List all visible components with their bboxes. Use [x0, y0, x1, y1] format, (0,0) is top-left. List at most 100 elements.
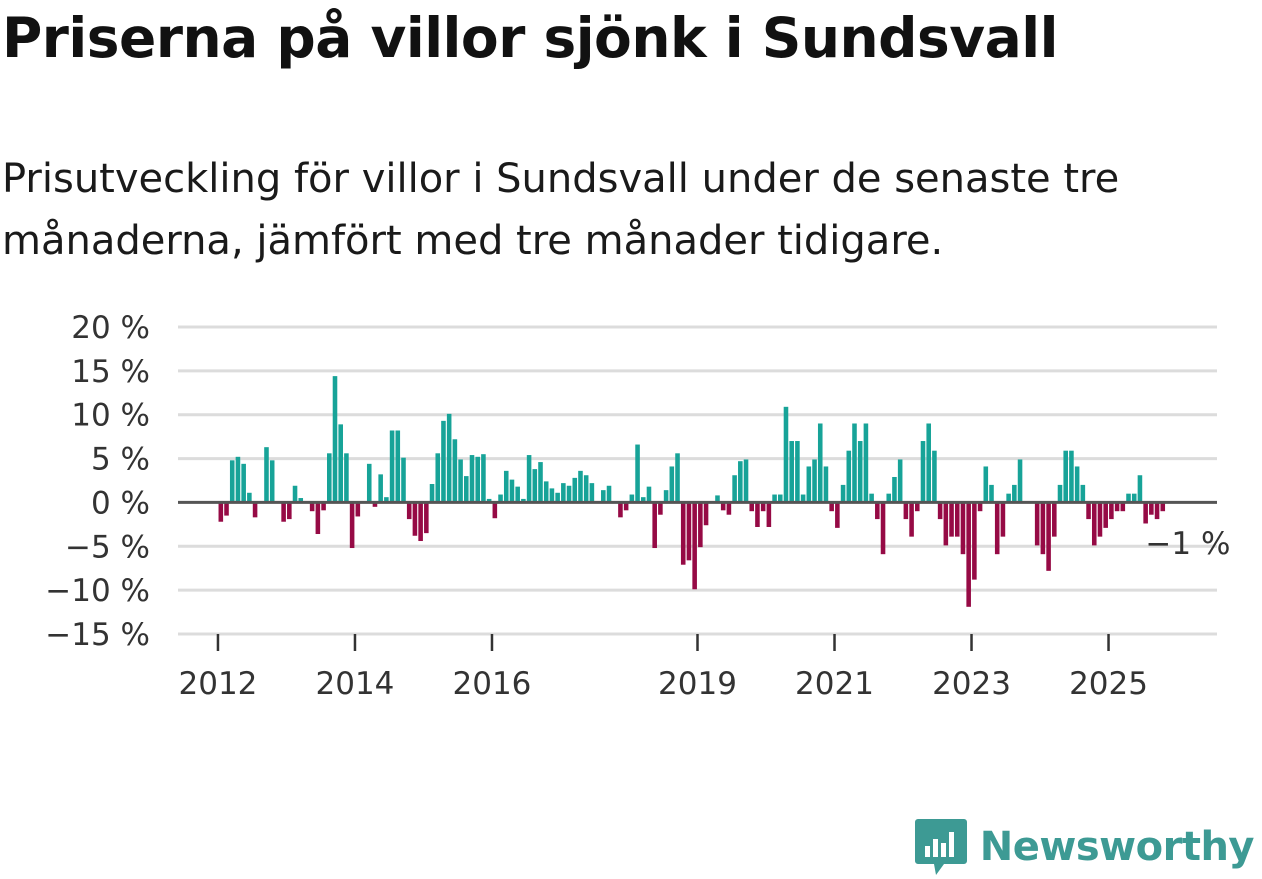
x-tick-label: 2014: [316, 666, 395, 702]
bar: [658, 502, 663, 515]
bar: [241, 463, 246, 503]
bar: [675, 453, 680, 503]
bar: [738, 461, 743, 503]
bar: [715, 495, 720, 503]
bar: [766, 502, 772, 527]
bar: [1069, 450, 1074, 503]
bar: [543, 481, 549, 503]
bar: [378, 474, 383, 503]
bar: [218, 502, 224, 522]
bar: [1052, 502, 1057, 537]
x-tick-label: 2021: [795, 666, 874, 702]
bar: [949, 502, 954, 537]
bar: [464, 476, 469, 503]
bar: [1154, 502, 1160, 520]
bar: [989, 484, 994, 503]
x-axis: 2012 2014 2016 2019 2021 2023 2025: [179, 634, 1148, 702]
bar: [635, 444, 640, 503]
bar: [1057, 484, 1063, 503]
y-tick-label: −5 %: [65, 529, 150, 565]
bar: [897, 459, 903, 503]
bar: [589, 483, 595, 503]
bar: [224, 502, 229, 516]
bar: [932, 450, 937, 503]
bar: [863, 423, 869, 503]
bar: [783, 406, 789, 503]
bar: [452, 439, 458, 503]
bar: [943, 502, 949, 546]
bar: [857, 441, 863, 503]
bar: [418, 502, 423, 542]
bar: [1034, 502, 1040, 546]
bar: [960, 502, 966, 555]
y-tick-label: −10 %: [45, 573, 150, 609]
bar: [486, 498, 492, 503]
bar: [401, 457, 406, 503]
x-tick-label: 2023: [932, 666, 1011, 702]
bar: [892, 476, 897, 503]
bar: [994, 502, 1000, 555]
y-tick-label: 15 %: [71, 354, 150, 390]
bar: [572, 477, 578, 503]
bar: [435, 453, 441, 503]
bar: [840, 484, 846, 503]
bar: [1143, 502, 1148, 524]
bar: [795, 441, 800, 503]
bar: [1012, 484, 1017, 503]
bar: [247, 492, 252, 503]
bar: [309, 502, 315, 512]
bar: [1160, 502, 1166, 512]
bar: [344, 453, 349, 503]
last-value-label: −1 %: [1145, 526, 1230, 562]
bar: [229, 460, 235, 503]
bar: [777, 494, 783, 503]
x-tick-label: 2019: [658, 666, 737, 702]
bar: [532, 469, 538, 503]
bar: [429, 484, 435, 503]
bar: [652, 502, 657, 549]
bar: [646, 486, 652, 503]
bar: [321, 502, 326, 511]
bar: [903, 502, 909, 520]
bar: [760, 502, 766, 512]
bar: [749, 502, 755, 512]
bar: [355, 502, 361, 517]
bar: [1046, 502, 1051, 571]
bar: [412, 502, 418, 536]
x-tick-label: 2016: [453, 666, 532, 702]
bar-chart-bubble-icon: [914, 819, 967, 875]
bar: [1137, 475, 1143, 503]
bar: [692, 502, 697, 590]
bar: [235, 456, 241, 503]
x-tick-label: 2025: [1069, 666, 1148, 702]
bar: [561, 483, 566, 503]
bar: [1149, 502, 1154, 515]
bar: [332, 376, 338, 503]
bar: [806, 466, 812, 503]
bar: [669, 466, 675, 503]
bar: [492, 502, 498, 519]
bar: [829, 502, 834, 512]
bar: [1120, 502, 1126, 512]
brand-name: Newsworthy: [979, 824, 1255, 870]
bar-chart: 20 %15 %10 %5 %0 %−5 %−10 %−15 % 2012 201…: [45, 310, 1230, 702]
bar: [1017, 459, 1023, 503]
bar: [966, 502, 971, 607]
bar: [618, 502, 623, 518]
bar: [315, 502, 321, 535]
bar: [269, 460, 275, 503]
bar: [720, 502, 726, 511]
bar: [349, 502, 355, 549]
y-tick-label: 10 %: [71, 398, 150, 434]
bar: [732, 475, 737, 503]
bar: [555, 492, 560, 503]
bar: [287, 502, 292, 520]
bar: [583, 475, 589, 503]
bar: [772, 494, 777, 503]
bar: [886, 493, 892, 503]
y-tick-label: 5 %: [91, 442, 150, 478]
bar: [812, 459, 817, 503]
bar: [384, 497, 389, 503]
bar: [1097, 502, 1103, 537]
bar: [920, 441, 926, 503]
